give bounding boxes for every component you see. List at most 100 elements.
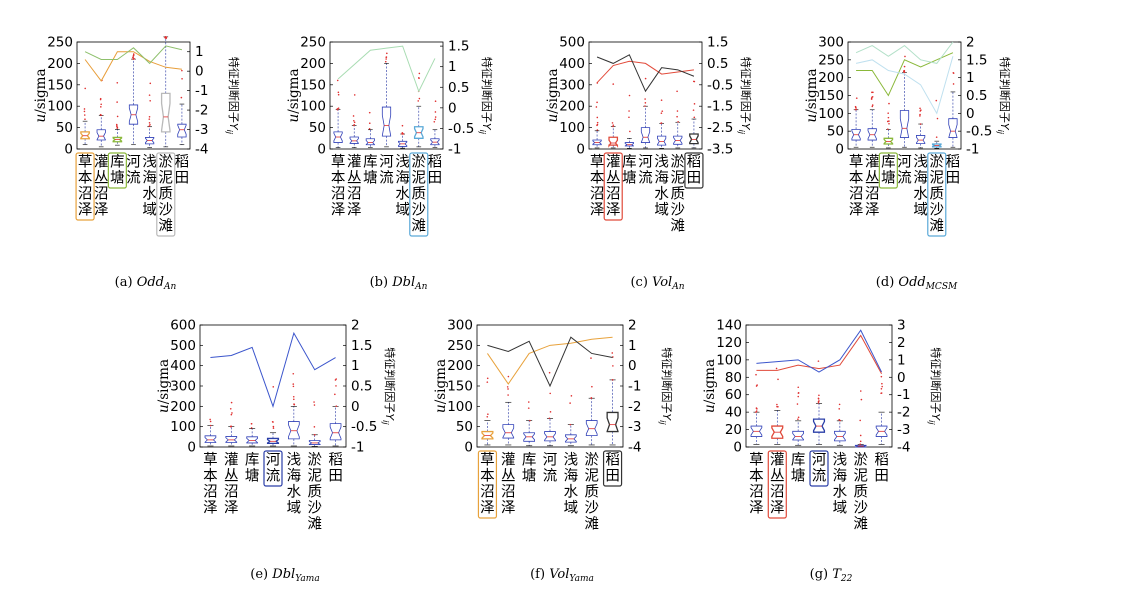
category-highlight <box>809 450 829 487</box>
outlier-point <box>149 123 151 126</box>
outlier-point <box>353 124 355 127</box>
outlier-point <box>838 419 841 421</box>
category-char: 泽 <box>749 500 764 517</box>
outlier-point <box>611 352 614 354</box>
outlier-point <box>797 392 800 394</box>
series-line <box>855 41 954 64</box>
y-tick-label: 80 <box>725 370 742 386</box>
outlier-point <box>936 117 939 120</box>
outlier-point <box>100 103 102 106</box>
y2-tick-label: 1 <box>448 59 457 75</box>
outlier-point <box>313 401 315 403</box>
category-char: 沼 <box>749 484 764 501</box>
outlier-point <box>384 60 387 63</box>
outlier-point <box>148 125 151 128</box>
outlier-point <box>313 433 316 436</box>
plot-frame <box>588 41 703 150</box>
y2-tick-label: 0 <box>628 358 637 374</box>
notched-box <box>792 430 804 441</box>
category-char: 丛 <box>224 468 239 485</box>
category-char: 本 <box>480 468 495 485</box>
outlier-point <box>527 407 530 409</box>
y2-tick-label: 0.5 <box>707 56 728 72</box>
category-char: 海 <box>395 170 410 187</box>
outlier-point <box>887 128 889 130</box>
category-highlight <box>263 450 283 487</box>
y-axis-label: u/sigma <box>545 69 561 123</box>
category-highlight <box>409 152 429 237</box>
category-char: 灌 <box>606 154 621 171</box>
outlier-point <box>549 392 552 395</box>
panel-caption: (a) OddAn <box>115 275 177 292</box>
outlier-point <box>433 121 436 123</box>
outlier-point <box>231 412 233 414</box>
y2-tick-label: -0.5 <box>966 124 992 140</box>
outlier-point <box>549 411 552 413</box>
notched-box <box>585 420 598 437</box>
outlier-point <box>676 115 678 118</box>
y-tick-label: 0 <box>464 440 473 456</box>
notched-box <box>246 436 258 444</box>
category-char: 丛 <box>501 468 516 485</box>
outlier-point <box>116 115 119 118</box>
y-tick-label: 140 <box>716 318 742 334</box>
category-char: 沼 <box>590 186 605 203</box>
category-char: 海 <box>564 468 579 485</box>
category-char: 沼 <box>865 186 880 203</box>
category-char: 水 <box>395 186 410 203</box>
notched-box <box>308 440 321 445</box>
y2-tick-label: 1 <box>966 70 975 86</box>
outlier-point <box>335 378 338 380</box>
outlier-point <box>292 395 295 398</box>
category-label: 稻田 <box>428 154 443 187</box>
outlier-point <box>920 109 922 111</box>
y2-tick-label: -0.5 <box>351 419 377 435</box>
outlier-point <box>612 365 614 367</box>
outlier-point <box>313 426 316 428</box>
category-char: 域 <box>287 500 302 517</box>
box-稻田 <box>606 352 619 446</box>
y-tick-label: 200 <box>447 358 473 374</box>
box-灌丛沼泽 <box>225 401 238 447</box>
category-label: 库塘 <box>522 452 537 485</box>
category-char: 沼 <box>224 484 239 501</box>
notched-box <box>916 135 926 145</box>
category-char: 滩 <box>671 218 686 235</box>
category-highlight <box>878 152 898 189</box>
outlier-point <box>386 52 388 55</box>
category-char: 稻 <box>687 154 702 171</box>
notched-box <box>145 137 155 145</box>
category-char: 域 <box>564 500 579 517</box>
outlier-point <box>660 99 663 101</box>
outlier-point <box>776 405 778 408</box>
series-line <box>84 45 183 65</box>
category-char: 滩 <box>159 218 174 235</box>
outlier-point <box>116 126 119 129</box>
outlier-point <box>100 106 102 108</box>
y-tick-label: 150 <box>447 379 473 395</box>
category-highlight <box>603 152 623 221</box>
series-line <box>84 51 182 82</box>
outlier-point <box>486 416 489 418</box>
outlier-point <box>596 116 599 119</box>
outlier-point <box>644 98 646 100</box>
box-浅海水域 <box>288 372 300 447</box>
category-label: 稻田 <box>946 154 961 187</box>
category-char: 河 <box>543 452 558 469</box>
outlier-point <box>756 384 758 386</box>
outlier-point <box>385 56 388 59</box>
category-char: 淤 <box>930 154 945 171</box>
outlier-point <box>629 130 631 133</box>
notched-box <box>657 135 667 146</box>
notched-box <box>608 136 619 148</box>
outlier-point <box>486 377 489 380</box>
y-tick-label: 200 <box>300 56 326 72</box>
category-char: 浅 <box>654 154 669 171</box>
y-tick-label: 0 <box>835 142 844 158</box>
y2-tick-label: 2 <box>351 318 360 334</box>
